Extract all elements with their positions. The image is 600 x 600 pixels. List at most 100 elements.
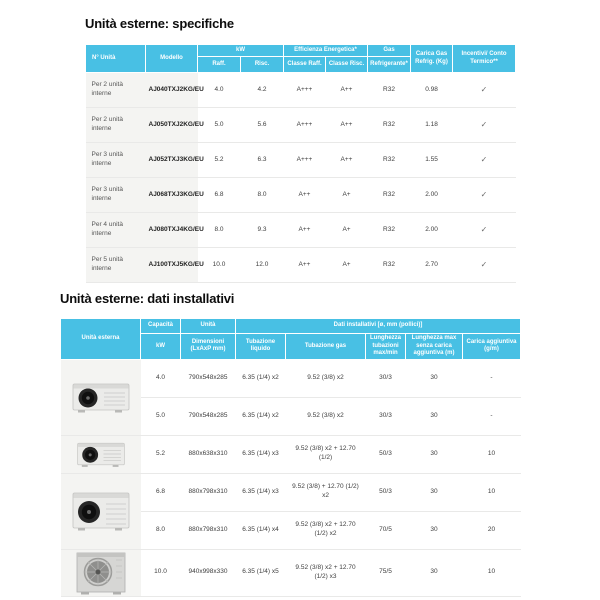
cell-kw-risc: 4.2 [240,72,284,108]
cell-lunghezza: 75/5 [365,549,406,597]
cell-kw-raff: 6.8 [197,177,241,213]
header-dimensioni: Dimensioni (LxAxP mm) [180,333,236,360]
section-title-dati-installativi: Unità esterne: dati installativi [60,291,235,306]
table-specifiche: N° Unità Modello kW Efficienza Energetic… [85,44,517,283]
checkmark-icon: ✓ [452,72,516,108]
cell-gas: R32 [367,212,411,248]
table-row: 5.2 880x638x310 6.35 (1/4) x3 9.52 (3/8)… [60,435,521,474]
header-refrigerante: Refrigerante* [367,56,412,73]
table-row: Per 3 unità interne AJ052TXJ3KG/EU 5.2 6… [85,142,516,178]
header-unita: Unità [180,318,236,334]
cell-lunghezza-max: 30 [405,549,463,597]
cell-carica: 1.18 [410,107,453,143]
cell-kw: 10.0 [140,549,181,597]
cell-carica: 2.70 [410,247,453,283]
cell-modello: AJ040TXJ2KG/EU [145,72,204,108]
header-tubazione-gas: Tubazione gas [285,333,366,360]
header-modello: Modello [145,44,198,73]
cell-classe-raff: A++ [283,212,326,248]
table-row: 8.0 880x798x310 6.35 (1/4) x4 9.52 (3/8)… [61,511,521,550]
cell-classe-risc: A+ [325,247,368,283]
cell-kw: 5.0 [140,397,181,436]
install-table: Unità esterna Capacità Unità Dati instal… [60,318,522,597]
header-unita-esterna: Unità esterna [60,318,141,360]
cell-tub-liquido: 6.35 (1/4) x5 [235,549,286,597]
cell-gas: R32 [367,72,411,108]
table-row: Per 5 unità interne AJ100TXJ5KG/EU 10.0 … [85,247,516,283]
cell-kw-raff: 5.2 [197,142,241,178]
cell-tub-gas: 9.52 (3/8) x2 + 12.70 (1/2) x2 [285,511,366,550]
specs-table: N° Unità Modello kW Efficienza Energetic… [85,44,517,283]
table-row: 5.0 790x548x285 6.35 (1/4) x2 9.52 (3/8)… [61,397,521,436]
table-row: Per 4 unità interne AJ080TXJ4KG/EU 8.0 9… [85,212,516,248]
cell-carica: 2.00 [410,177,453,213]
cell-tub-liquido: 6.35 (1/4) x4 [235,511,286,550]
cell-modello: AJ050TXJ2KG/EU [145,107,204,143]
cell-modello: AJ068TXJ3KG/EU [145,177,204,213]
cell-lunghezza-max: 30 [405,359,463,398]
cell-dimensioni: 880x798x310 [180,473,236,512]
header-dati-installativi: Dati installativi [ø, mm (pollici)] [234,318,522,334]
cell-n-unita: Per 3 unità interne [85,177,146,213]
cell-tub-gas: 9.52 (3/8) x2 + 12.70 (1/2) [285,435,366,474]
cell-kw-raff: 5.0 [197,107,241,143]
table-row: 10.0 940x998x330 6.35 (1/4) x5 9.52 (3/8… [60,549,521,597]
cell-kw-raff: 10.0 [197,247,241,283]
cell-classe-raff: A+++ [283,107,326,143]
cell-kw: 6.8 [140,473,181,512]
cell-dimensioni: 790x548x285 [180,397,236,436]
cell-lunghezza: 50/3 [365,435,406,474]
outdoor-unit-photo-3ports [60,435,141,474]
header-lunghezza-tubazioni: Lunghezza tubazioni max/min [365,333,406,360]
cell-classe-risc: A++ [325,107,368,143]
cell-kw: 4.0 [140,359,181,398]
cell-tub-gas: 9.52 (3/8) x2 [285,397,366,436]
cell-classe-risc: A++ [325,72,368,108]
header-kw: kW [197,44,284,57]
cell-classe-raff: A+++ [283,72,326,108]
checkmark-icon: ✓ [452,142,516,178]
header-carica-gas: Carica Gas Refrig. (Kg) [410,44,454,73]
cell-carica: 1.55 [410,142,453,178]
cell-carica-agg: - [462,359,521,398]
cell-classe-raff: A++ [283,247,326,283]
cell-n-unita: Per 4 unità interne [85,212,146,248]
cell-dimensioni: 940x998x330 [180,549,236,597]
cell-lunghezza: 70/5 [365,511,406,550]
outdoor-unit-photo-2ports [60,359,141,436]
header-risc: Risc. [240,56,284,73]
header-lunghezza-max: Lunghezza max senza carica aggiuntiva (m… [405,333,463,360]
header-tubazione-liquido: Tubazione liquido [235,333,286,360]
outdoor-unit-image [76,442,125,467]
cell-classe-risc: A++ [325,142,368,178]
header-incentivi: Incentivi/ Conto Termico** [452,44,517,73]
header-carica-aggiuntiva: Carica aggiuntiva (g/m) [461,333,522,360]
cell-gas: R32 [367,142,411,178]
cell-lunghezza-max: 30 [405,473,463,512]
cell-carica-agg: 10 [462,473,521,512]
cell-dimensioni: 790x548x285 [180,359,236,398]
cell-dimensioni: 880x798x310 [180,511,236,550]
checkmark-icon: ✓ [452,177,516,213]
section-title-specifiche: Unità esterne: specifiche [85,16,234,31]
cell-classe-raff: A++ [283,177,326,213]
cell-kw-risc: 9.3 [240,212,284,248]
outdoor-unit-image [76,552,125,594]
cell-n-unita: Per 2 unità interne [85,72,146,108]
checkmark-icon: ✓ [452,247,516,283]
header-gas: Gas [367,44,412,57]
table-row: 4.0 790x548x285 6.35 (1/4) x2 9.52 (3/8)… [60,359,521,436]
cell-tub-liquido: 6.35 (1/4) x3 [235,473,286,512]
cell-tub-liquido: 6.35 (1/4) x2 [235,397,286,436]
cell-tub-liquido: 6.35 (1/4) x2 [235,359,286,398]
cell-lunghezza-max: 30 [405,435,463,474]
cell-kw-raff: 4.0 [197,72,241,108]
cell-carica-agg: 20 [462,511,521,550]
cell-kw: 8.0 [140,511,181,550]
cell-lunghezza-max: 30 [405,397,463,436]
outdoor-unit-image [72,383,129,413]
header-efficienza: Efficienza Energetica* [282,44,369,57]
checkmark-icon: ✓ [452,107,516,143]
table-dati-installativi: Unità esterna Capacità Unità Dati instal… [60,318,522,597]
